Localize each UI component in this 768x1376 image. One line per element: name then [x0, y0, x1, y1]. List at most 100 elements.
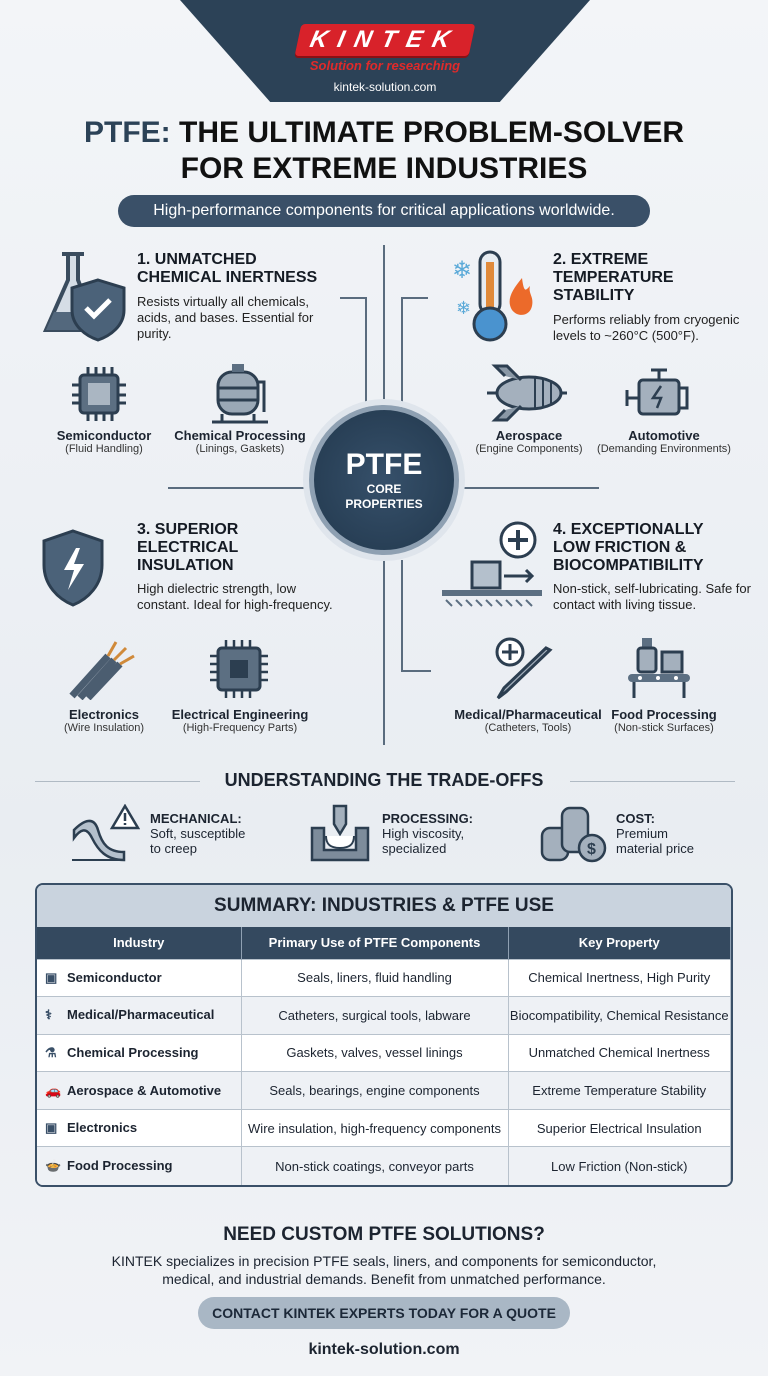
header-url[interactable]: kintek-solution.com [333, 80, 437, 94]
title-accent: PTFE: [84, 116, 171, 149]
industry-food-processing: Food Processing (Non-stick Surfaces) [611, 707, 717, 734]
chip-icon: ▣ [45, 1120, 58, 1136]
flask-icon: ⚗ [45, 1044, 57, 1060]
subtitle-pill: High-performance components for critical… [118, 195, 650, 227]
lightning-shield-icon [42, 529, 104, 607]
table-row: ▣ Electronics Wire insulation, high-frequ… [37, 1108, 731, 1147]
cell-property: Biocompatibility, Chemical Resistance [508, 996, 731, 1035]
bent-sheet-warning-icon [72, 804, 140, 862]
cell-use: Wire insulation, high-frequency componen… [241, 1108, 509, 1147]
cell-property: Extreme Temperature Stability [508, 1071, 731, 1110]
section-4-title: 4. EXCEPTIONALLY LOW FRICTION & BIOCOMPATI… [553, 521, 704, 574]
chip-icon [72, 367, 126, 421]
title-line1: THE ULTIMATE PROBLEM-SOLVER [179, 116, 684, 149]
car-icon: 🚗 [45, 1082, 62, 1098]
cell-property: Superior Electrical Insulation [508, 1108, 731, 1147]
table-row: ▣ Semiconductor Seals, liners, fluid hand… [37, 958, 731, 997]
connector-line [340, 297, 365, 299]
chip-icon: ▣ [45, 969, 58, 985]
engine-icon [625, 368, 689, 416]
tradeoff-cost: COST: Premium material price [616, 811, 695, 856]
cell-property: Low Friction (Non-stick) [508, 1146, 731, 1185]
industry-aerospace: Aerospace (Engine Components) [475, 428, 583, 455]
section-3-title: 3. SUPERIOR ELECTRICAL INSULATION [137, 521, 239, 574]
ptfe-core-circle: PTFE CORE PROPERTIES [309, 405, 459, 555]
summary-table: SUMMARY: INDUSTRIES & PTFE USE Industry … [35, 883, 733, 1187]
title-line2: FOR EXTREME INDUSTRIES [180, 152, 588, 185]
scalpel-icon [495, 637, 553, 700]
svg-text:❄: ❄ [452, 257, 472, 284]
cta-description: KINTEK specializes in precision PTFE sea… [111, 1253, 657, 1287]
col-header-use: Primary Use of PTFE Components [241, 927, 509, 959]
industry-medical-pharmaceutical: Medical/Pharmaceutical (Catheters, Tools) [454, 707, 602, 734]
sliding-block-icon [442, 521, 542, 607]
coins-icon: $ [540, 806, 607, 863]
page-title: PTFE: THE ULTIMATE PROBLEM-SOLVER FOR EXT… [0, 115, 768, 187]
summary-title: SUMMARY: INDUSTRIES & PTFE USE [37, 885, 731, 927]
section-2-desc: Performs reliably from cryogenic levels … [553, 312, 740, 343]
connector-line [401, 297, 403, 427]
contact-button[interactable]: CONTACT KINTEK EXPERTS TODAY FOR A QUOTE [198, 1297, 570, 1329]
connector-line [401, 670, 431, 672]
cell-use: Seals, liners, fluid handling [241, 958, 509, 997]
connector-line [365, 297, 367, 427]
cell-property: Unmatched Chemical Inertness [508, 1033, 731, 1072]
core-sub2: PROPERTIES [345, 497, 423, 511]
stethoscope-icon: ⚕ [45, 1007, 53, 1023]
divider [35, 781, 200, 782]
footer-url[interactable]: kintek-solution.com [308, 1341, 460, 1358]
cell-industry: ⚕ Medical/Pharmaceutical [37, 996, 242, 1035]
cell-industry: 🍲 Food Processing [37, 1146, 242, 1185]
logo-tagline: Solution for researching [309, 58, 461, 73]
connector-line [168, 487, 309, 489]
conveyor-icon [628, 638, 690, 698]
kintek-logo: KINTEK [294, 24, 476, 56]
cell-use: Catheters, surgical tools, labware [241, 996, 509, 1035]
cta-title: NEED CUSTOM PTFE SOLUTIONS? [223, 1224, 545, 1245]
cell-industry: 🚗 Aerospace & Automotive [37, 1071, 242, 1110]
cell-industry: ▣ Semiconductor [37, 958, 242, 997]
industry-semiconductor: Semiconductor (Fluid Handling) [56, 428, 152, 455]
thermometer-icon: ❄❄ [452, 250, 533, 342]
cell-use: Seals, bearings, engine components [241, 1071, 509, 1110]
cell-property: Chemical Inertness, High Purity [508, 958, 731, 997]
tradeoff-mechanical: MECHANICAL: Soft, susceptible to creep [150, 811, 246, 856]
connector-line [459, 487, 599, 489]
cell-use: Non-stick coatings, conveyor parts [241, 1146, 509, 1185]
table-row: ⚗ Chemical Processing Gaskets, valves, ve… [37, 1033, 731, 1072]
mold-icon [310, 804, 370, 862]
table-row: ⚕ Medical/Pharmaceutical Catheters, surgi… [37, 996, 731, 1035]
cell-industry: ⚗ Chemical Processing [37, 1033, 242, 1072]
section-4-desc: Non-stick, self-lubricating. Safe for co… [553, 581, 751, 612]
flask-shield-icon [42, 252, 126, 342]
tradeoffs-title: UNDERSTANDING THE TRADE-OFFS [224, 770, 544, 790]
section-1-desc: Resists virtually all chemicals, acids, … [137, 294, 314, 341]
food-icon: 🍲 [45, 1158, 62, 1174]
industry-chemical-processing: Chemical Processing (Linings, Gaskets) [174, 428, 306, 455]
wires-icon [69, 641, 135, 700]
connector-line [403, 297, 428, 299]
svg-text:❄: ❄ [456, 298, 471, 318]
industry-electronics: Electronics (Wire Insulation) [63, 707, 145, 734]
divider [570, 781, 735, 782]
col-header-industry: Industry [37, 927, 242, 959]
cell-industry: ▣ Electronics [37, 1108, 242, 1147]
col-header-property: Key Property [508, 927, 731, 959]
tradeoff-processing: PROCESSING: High viscosity, specialized [382, 811, 474, 856]
connector-line [401, 560, 403, 670]
section-3-desc: High dielectric strength, low constant. … [137, 581, 333, 612]
table-row: 🚗 Aerospace & Automotive Seals, bearings,… [37, 1071, 731, 1110]
connector-line [383, 555, 385, 745]
tank-icon [212, 364, 268, 424]
jet-engine-icon [487, 364, 567, 422]
circuit-icon [210, 640, 268, 698]
svg-text:$: $ [587, 841, 596, 858]
table-row: 🍲 Food Processing Non-stick coatings, con… [37, 1146, 731, 1185]
core-sub1: CORE [366, 482, 402, 496]
section-1-title: 1. UNMATCHED CHEMICAL INERTNESS [137, 251, 318, 286]
industry-electrical-engineering: Electrical Engineering (High-Frequency Pa… [171, 707, 309, 734]
industry-automotive: Automotive (Demanding Environments) [597, 428, 731, 455]
cell-use: Gaskets, valves, vessel linings [241, 1033, 509, 1072]
core-title: PTFE [345, 448, 423, 481]
section-2-title: 2. EXTREME TEMPERATURE STABILITY [553, 251, 674, 304]
